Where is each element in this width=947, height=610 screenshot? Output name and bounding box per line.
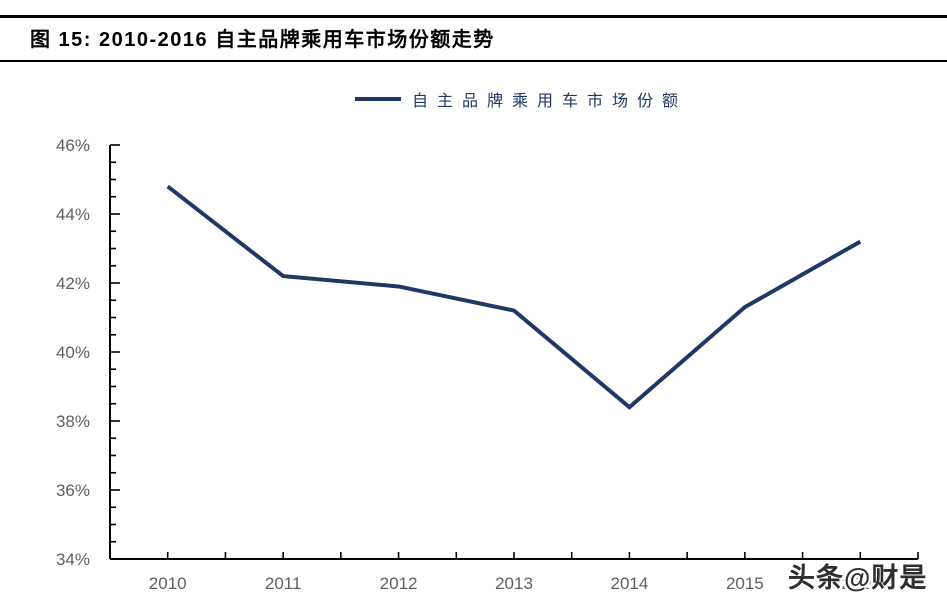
y-tick-label: 38% <box>56 412 90 431</box>
y-tick-label: 42% <box>56 274 90 293</box>
axes <box>109 145 918 560</box>
page-title: 图 15: 2010-2016 自主品牌乘用车市场份额走势 <box>30 29 495 51</box>
y-tick-label: 40% <box>56 343 90 362</box>
x-tick-label: 2010 <box>149 574 187 593</box>
y-tick-label: 34% <box>56 550 90 569</box>
watermark: 头条@财是 <box>788 563 928 593</box>
chart-legend: 自主品牌乘用车市场份额 <box>355 88 687 110</box>
x-tick-labels: 2010 2011 2012 2013 2014 2015 2016 <box>149 574 879 593</box>
axis-ticks <box>109 144 919 560</box>
legend-label: 自主品牌乘用车市场份额 <box>412 93 688 110</box>
bottom-rule <box>0 60 947 62</box>
legend-line-swatch <box>355 97 401 101</box>
x-tick-label: 2011 <box>265 574 302 593</box>
y-tick-label: 46% <box>56 136 90 155</box>
series-line <box>166 184 862 410</box>
y-tick-label: 36% <box>56 481 90 500</box>
y-tick-labels: 34% 36% 38% 40% 42% 44% 46% <box>56 136 90 569</box>
x-tick-label: 2016 <box>841 574 879 593</box>
x-tick-label: 2013 <box>495 574 533 593</box>
x-tick-label: 2014 <box>611 574 649 593</box>
top-rule <box>0 15 947 18</box>
x-tick-label: 2015 <box>726 574 764 593</box>
y-tick-label: 44% <box>56 205 90 224</box>
x-tick-label: 2012 <box>380 574 418 593</box>
